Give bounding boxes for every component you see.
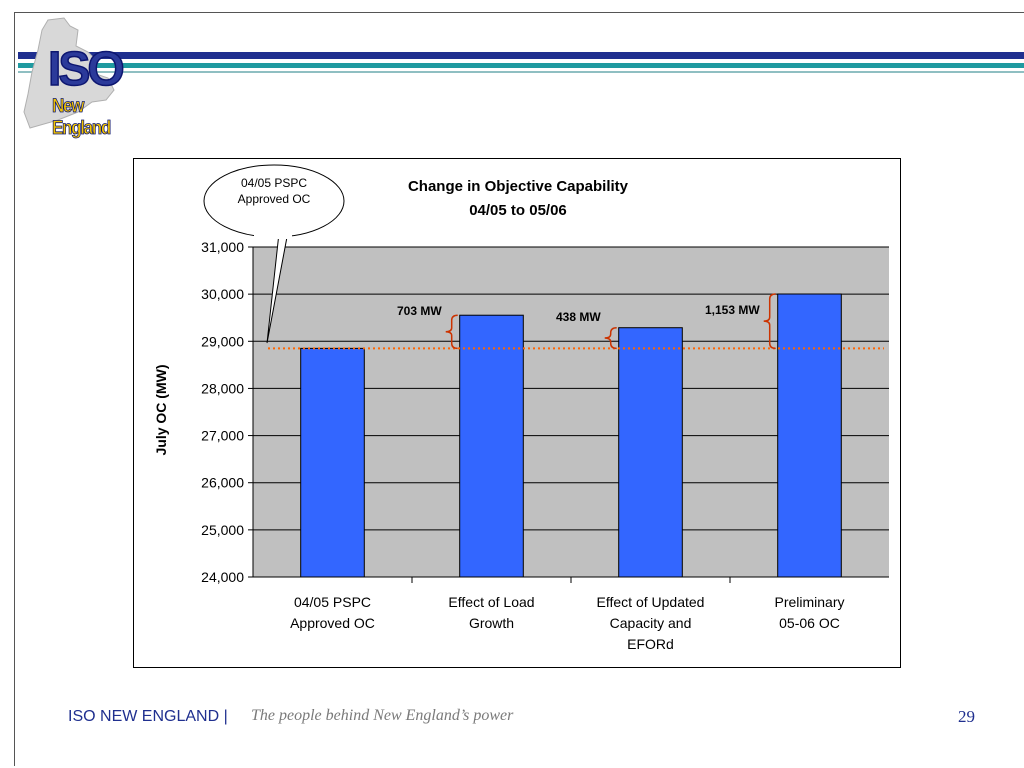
bar	[777, 293, 842, 578]
iso-new-england-logo: ISO New England	[18, 16, 128, 139]
bar-chart: 24,000 25,000 26,000 27,000 28,000 29,000 30,0…	[153, 164, 889, 652]
callout-bubble: 04/05 PSPC Approved OC	[203, 164, 345, 344]
y-tick-label: 24,000	[201, 569, 244, 585]
y-tick-label: 28,000	[201, 380, 244, 396]
annotation-label: 703 MW	[397, 304, 442, 318]
bar	[618, 327, 683, 578]
x-tick-label: Preliminary 05-06 OC	[774, 594, 844, 631]
header-stripe-teal	[18, 63, 1024, 68]
footer-brand: ISO NEW ENGLAND |	[68, 708, 228, 725]
chart-title: Change in Objective Capability	[408, 178, 629, 195]
new-england-map-icon	[23, 17, 115, 129]
y-tick-label: 30,000	[201, 286, 244, 302]
x-tick-label: Effect of Updated Capacity and EFORd	[597, 594, 705, 652]
annotation-brace	[763, 293, 776, 350]
bar	[459, 314, 524, 578]
x-tick-label: 04/05 PSPC Approved OC	[290, 594, 375, 631]
chart-subtitle: 04/05 to 05/06	[469, 202, 567, 219]
chart-frame: 24,000 25,000 26,000 27,000 28,000 29,000 30,0…	[133, 158, 901, 668]
callout-line-2: Approved OC	[238, 192, 311, 206]
logo-new-england-text: New England	[52, 96, 112, 140]
header-stripe-navy	[18, 52, 1024, 59]
callout-line-1: 04/05 PSPC	[241, 176, 307, 190]
header-stripe-thin	[18, 71, 1024, 73]
y-tick-label: 29,000	[201, 333, 244, 349]
y-axis-label: July OC (MW)	[153, 365, 169, 456]
y-tick-label: 31,000	[201, 239, 244, 255]
annotation-brace	[604, 326, 617, 350]
footer-tagline: The people behind New England’s power	[251, 707, 514, 724]
annotation-label: 1,153 MW	[705, 303, 760, 317]
bar	[300, 347, 365, 578]
y-tick-label: 26,000	[201, 475, 244, 491]
annotation-brace	[445, 314, 458, 350]
slide-border	[14, 12, 1024, 766]
x-tick-label: Effect of Load Growth	[448, 594, 534, 631]
y-tick-label: 25,000	[201, 522, 244, 538]
page-number: 29	[958, 707, 975, 726]
annotation-label: 438 MW	[556, 310, 601, 324]
y-tick-label: 27,000	[201, 428, 244, 444]
logo-iso-text: ISO	[47, 43, 125, 96]
